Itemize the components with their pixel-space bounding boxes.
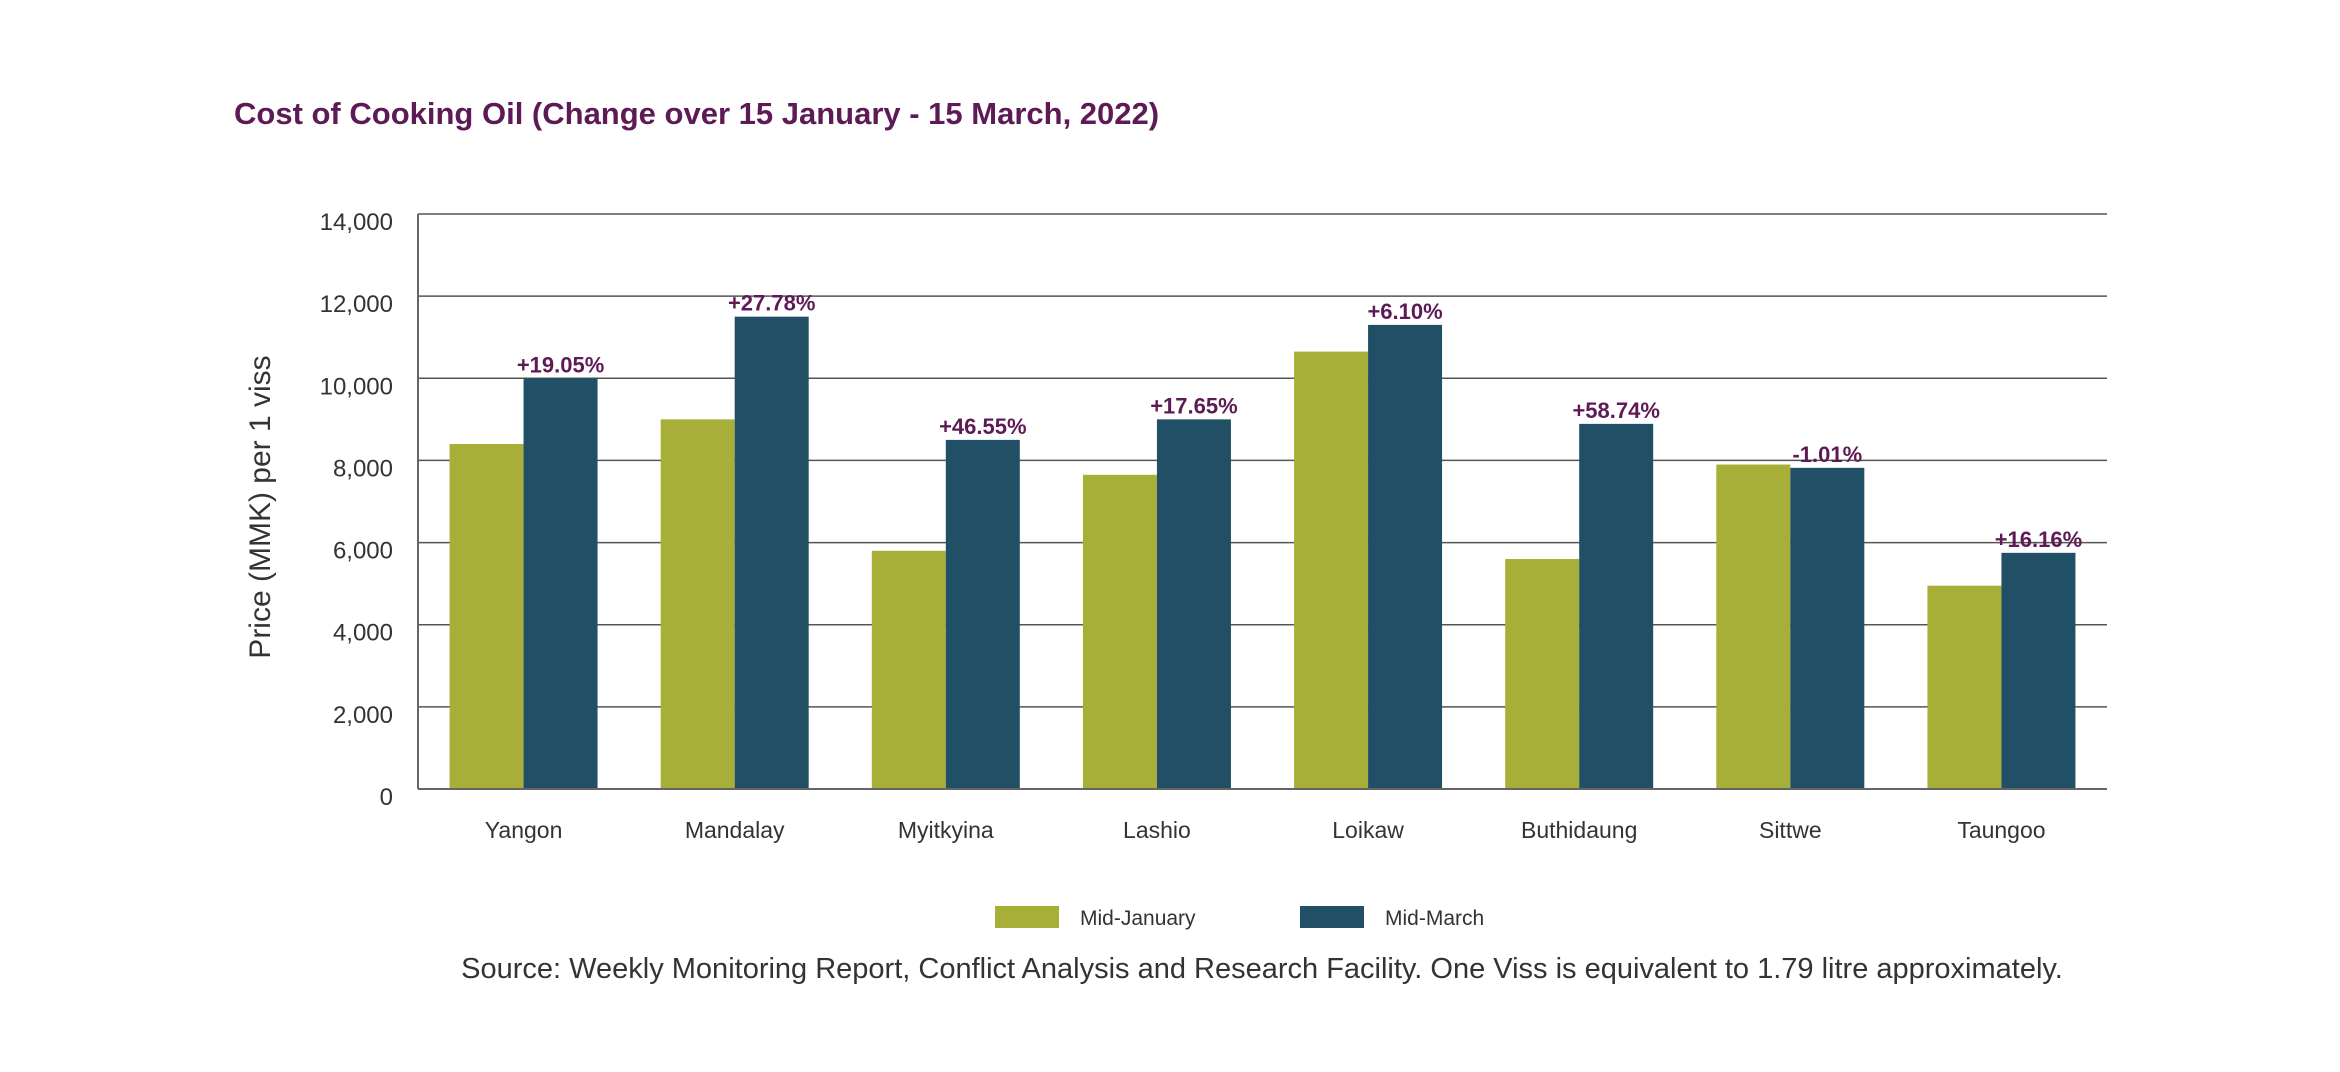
y-tick-label: 14,000 — [320, 209, 393, 236]
x-tick-label: Myitkyina — [898, 817, 994, 843]
legend-swatch-mid-march — [1300, 906, 1364, 928]
y-axis-label: Price (MMK) per 1 viss — [244, 355, 277, 658]
bar-mid-march-buthidaung — [1579, 423, 1654, 789]
bar-mid-january-buthidaung — [1505, 559, 1580, 789]
bar-mid-january-loikaw — [1294, 351, 1369, 789]
x-tick-label: Mandalay — [685, 817, 785, 843]
legend-label-mid-march: Mid-March — [1385, 907, 1484, 930]
bar-mid-march-taungoo — [2001, 552, 2076, 789]
x-tick-label: Loikaw — [1332, 817, 1404, 843]
bar-mid-march-myitkyina — [945, 439, 1020, 789]
change-label: +19.05% — [517, 352, 604, 377]
legend-swatch-mid-january — [995, 906, 1059, 928]
y-tick-label: 2,000 — [333, 702, 393, 729]
bars — [449, 316, 2076, 789]
bar-mid-january-myitkyina — [871, 550, 946, 789]
bar-mid-january-lashio — [1082, 474, 1157, 789]
bar-mid-january-taungoo — [1927, 585, 2002, 789]
y-tick-label: 6,000 — [333, 538, 393, 565]
change-label: -1.01% — [1792, 442, 1862, 467]
legend-label-mid-january: Mid-January — [1080, 907, 1196, 930]
x-tick-label: Buthidaung — [1521, 817, 1637, 843]
y-tick-label: 0 — [380, 784, 393, 811]
y-tick-label: 8,000 — [333, 455, 393, 482]
bar-mid-march-mandalay — [734, 316, 809, 789]
change-label: +16.16% — [1995, 527, 2082, 552]
chart-title: Cost of Cooking Oil (Change over 15 Janu… — [234, 96, 1159, 131]
source-note: Source: Weekly Monitoring Report, Confli… — [461, 953, 2063, 985]
legend: Mid-January Mid-March — [995, 906, 1484, 930]
x-tick-label: Taungoo — [1957, 817, 2045, 843]
bar-mid-january-mandalay — [660, 419, 735, 789]
bar-mid-march-sittwe — [1790, 467, 1865, 789]
bar-mid-march-loikaw — [1368, 324, 1443, 789]
x-tick-label: Lashio — [1123, 817, 1191, 843]
y-axis-ticks: 0 2,000 4,000 6,000 8,000 10,000 12,000 14,000 — [320, 209, 393, 811]
change-label: +46.55% — [939, 414, 1026, 439]
x-tick-label: Sittwe — [1759, 817, 1822, 843]
change-label: +6.10% — [1367, 299, 1442, 324]
change-label: +17.65% — [1150, 393, 1237, 418]
bar-mid-march-yangon — [523, 378, 598, 789]
x-tick-label: Yangon — [485, 817, 563, 843]
change-labels: +19.05% +27.78% +46.55% +17.65% +6.10% +58.74… — [517, 291, 2082, 552]
bar-mid-january-yangon — [449, 444, 524, 789]
change-label: +58.74% — [1572, 398, 1659, 423]
y-tick-label: 4,000 — [333, 620, 393, 647]
x-axis-ticks: Yangon Mandalay Myitkyina Lashio Loikaw Buthi… — [485, 817, 2046, 843]
change-label: +27.78% — [728, 291, 815, 316]
bar-mid-march-lashio — [1156, 419, 1231, 789]
y-tick-label: 10,000 — [320, 373, 393, 400]
bar-mid-january-sittwe — [1716, 464, 1791, 789]
y-tick-label: 12,000 — [320, 291, 393, 318]
